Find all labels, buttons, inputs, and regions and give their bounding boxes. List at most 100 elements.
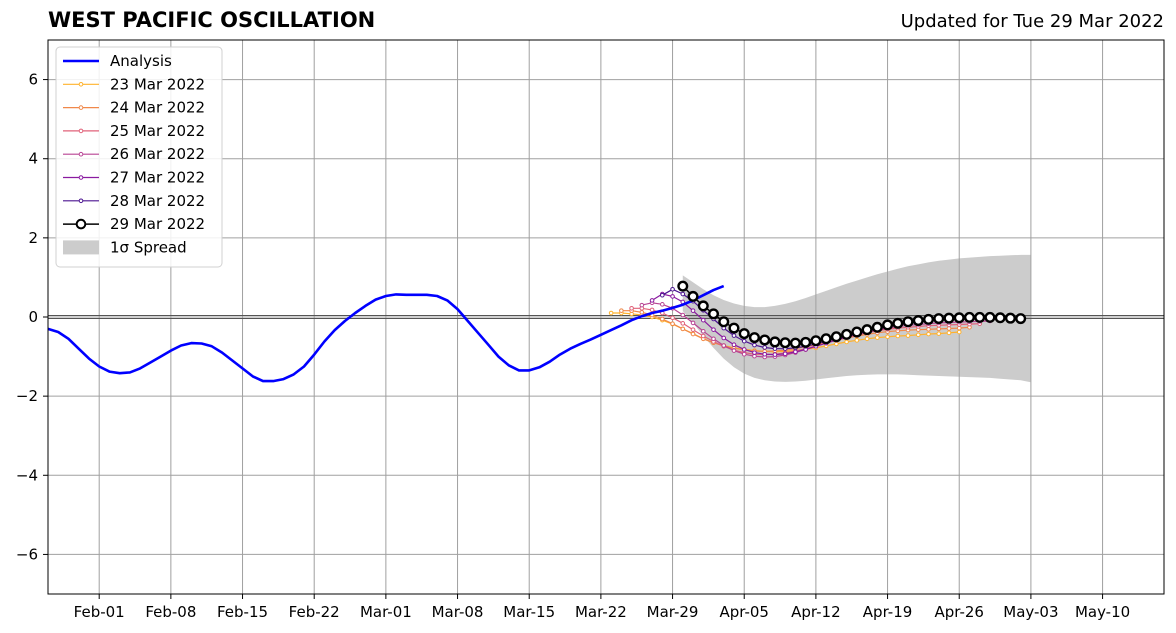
forecast-point: [731, 348, 737, 353]
legend-swatch-marker: [75, 218, 87, 230]
forecast-point: [660, 316, 665, 322]
forecast-point: [741, 351, 747, 357]
forecast-point: [752, 342, 757, 348]
forecast-point: [772, 352, 778, 357]
forecast-point-latest: [902, 316, 914, 328]
forecast-point: [680, 326, 686, 332]
forecast-point-latest: [1004, 312, 1016, 324]
forecast-point-latest: [953, 312, 965, 324]
forecast-point-latest: [871, 321, 883, 333]
legend-swatch-marker: [78, 128, 84, 134]
forecast-point-latest: [923, 313, 935, 325]
legend-swatch-marker: [78, 105, 84, 110]
forecast-point: [762, 345, 767, 350]
legend-label: 1σ Spread: [110, 238, 187, 256]
forecast-point: [762, 351, 767, 357]
forecast-point: [680, 312, 686, 318]
forecast-point: [926, 331, 931, 337]
forecast-point-latest: [984, 311, 996, 323]
forecast-point-latest: [738, 328, 750, 340]
y-tick-label: 6: [28, 71, 38, 89]
legend-label: 25 Mar 2022: [110, 122, 205, 140]
forecast-point-latest: [882, 319, 894, 331]
y-tick-label: 4: [28, 150, 38, 168]
forecast-point: [629, 305, 634, 311]
forecast-point: [752, 353, 757, 359]
analysis-line: [47, 284, 725, 383]
x-tick-label: Apr-26: [934, 603, 984, 621]
forecast-point-latest: [1015, 313, 1027, 325]
forecast-point: [649, 307, 655, 313]
legend-swatch-marker: [78, 151, 84, 157]
forecast-point-latest: [830, 331, 842, 343]
forecast-point: [793, 349, 798, 355]
forecast-point: [690, 331, 696, 337]
forecast-point: [700, 333, 706, 339]
x-tick-label: Mar-29: [647, 603, 699, 621]
legend-label: 27 Mar 2022: [110, 169, 205, 187]
x-tick-label: Feb-01: [74, 603, 125, 621]
forecast-point-latest: [708, 308, 720, 320]
forecast-point: [680, 291, 686, 297]
x-tick-label: Mar-01: [360, 603, 412, 621]
y-tick-label: 0: [28, 308, 38, 326]
forecast-point: [649, 298, 655, 303]
forecast-point: [854, 338, 860, 343]
forecast-point: [660, 292, 665, 298]
plot-frame: [47, 39, 1165, 595]
x-tick-label: Apr-05: [719, 603, 769, 621]
forecast-point: [721, 343, 727, 348]
x-tick-label: Feb-08: [145, 603, 196, 621]
forecast-point: [711, 336, 716, 342]
forecast-point: [864, 336, 870, 342]
gridlines: [48, 40, 1164, 594]
legend-label: 28 Mar 2022: [110, 192, 205, 210]
forecast-point-latest: [779, 337, 791, 349]
forecast-point: [639, 309, 645, 315]
forecast-point: [946, 330, 952, 336]
forecast-point: [680, 321, 686, 326]
forecast-point: [915, 332, 921, 338]
y-tick-label: −6: [16, 545, 38, 563]
forecast-point: [619, 308, 624, 313]
forecast-point: [956, 325, 962, 331]
forecast-point-latest: [933, 313, 945, 325]
forecast-point-latest: [994, 312, 1006, 324]
forecast-point: [875, 335, 880, 340]
forecast-point: [936, 331, 942, 336]
legend-box: [55, 46, 223, 268]
forecast-point: [721, 335, 727, 341]
forecast-point-latest: [974, 311, 986, 323]
x-tick-label: Mar-08: [432, 603, 484, 621]
forecast-point: [752, 350, 757, 355]
y-tick-label: −2: [16, 387, 38, 405]
forecast-point-latest: [769, 336, 781, 348]
forecast-point-latest: [789, 337, 801, 349]
legend-swatch-marker: [78, 198, 84, 204]
forecast-point-latest: [851, 326, 863, 338]
forecast-point-latest: [892, 317, 904, 329]
x-tick-label: May-03: [1003, 603, 1058, 621]
forecast-point-latest: [810, 335, 822, 347]
axes-layer: Feb-01 Feb-08 Feb-15 Feb-22 Mar-01 Mar-08 Mar-…: [16, 39, 1165, 621]
forecast-point: [905, 333, 911, 338]
forecast-point: [711, 327, 716, 332]
forecast-point-latest: [748, 332, 760, 344]
forecast-point: [660, 302, 665, 307]
forecast-point: [670, 287, 675, 292]
y-tick-label: −4: [16, 466, 38, 484]
x-tick-label: Apr-12: [791, 603, 841, 621]
x-tick-label: May-10: [1075, 603, 1130, 621]
legend: Analysis 23 Mar 2022 24 Mar 2022 25 Mar 202…: [55, 46, 223, 268]
x-tick-label: Feb-15: [217, 603, 268, 621]
chart-title: WEST PACIFIC OSCILLATION: [48, 8, 376, 32]
forecast-point: [700, 317, 706, 323]
forecast-point: [731, 333, 737, 338]
forecast-point-latest: [697, 300, 709, 312]
forecast-point: [700, 328, 706, 334]
forecast-point: [926, 326, 931, 332]
legend-label: 23 Mar 2022: [110, 75, 205, 93]
forecast-point-latest: [718, 316, 730, 328]
